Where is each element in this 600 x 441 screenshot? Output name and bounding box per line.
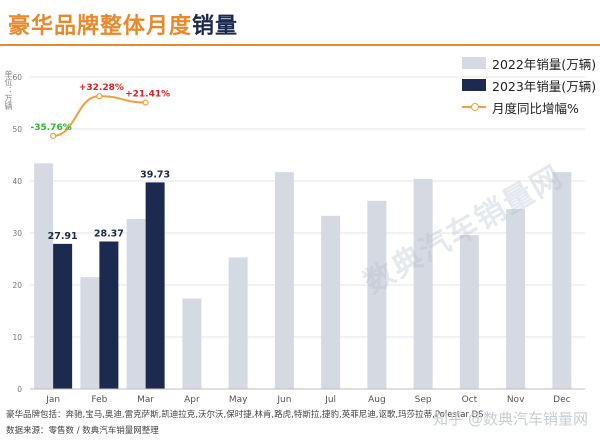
legend: 2022年销量(万辆) 2023年销量(万辆) 月度同比增幅% [462,52,596,118]
y-tick-label: 60 [12,73,22,82]
bar-2022 [80,277,100,389]
x-tick-label: Feb [91,395,107,405]
legend-label-2022: 2022年销量(万辆) [492,56,597,72]
growth-point [142,99,149,106]
legend-swatch-2022 [462,57,486,69]
bar-2022 [367,200,387,389]
growth-label: +21.41% [125,90,170,100]
footer-brands: 豪华品牌包括：奔驰,宝马,奥迪,雷克萨斯,凯迪拉克,沃尔沃,保时捷,林肯,路虎,… [6,410,484,420]
bar-2023-value-label: 27.91 [48,231,78,242]
x-tick-label: Jan [45,395,60,405]
bar-2023-value-label: 39.73 [140,169,170,180]
x-tick-label: Oct [462,395,478,405]
bar-2022 [182,298,202,389]
y-tick-label: 30 [12,229,22,238]
bar-2023 [99,241,119,389]
y-tick-label: 20 [12,281,22,290]
page-title: 豪华品牌整体月度销量 [8,8,238,40]
y-tick-label: 10 [12,333,22,342]
y-tick-label: 40 [12,177,22,186]
title-accent: 销量 [192,14,239,39]
bar-2022 [413,178,433,389]
title-main: 豪华品牌整体月度 [8,14,193,39]
footer-source: 数据来源：零售数 / 数典汽车销量网整理 [6,426,159,436]
bar-2022 [459,235,479,389]
x-tick-label: Nov [507,395,525,405]
bar-2023-value-label: 28.37 [94,228,124,239]
legend-swatch-growth [462,103,486,111]
unit-label: 单位：万辆 [4,70,13,110]
x-tick-label: Apr [184,395,200,405]
bar-2022 [34,163,54,389]
bar-2022 [552,172,572,389]
bar-2023 [145,182,165,389]
y-tick-label: 0 [17,385,22,394]
x-tick-label: May [229,395,248,405]
growth-label: +32.28% [79,83,124,93]
x-tick-label: Dec [553,395,570,405]
x-tick-label: Mar [137,395,154,405]
x-tick-label: Aug [368,395,386,405]
growth-label: -35.76% [31,123,72,133]
watermark-bottom: 知乎 @数典汽车销量网 [433,410,588,428]
bar-2022 [321,215,341,389]
bar-2022 [274,172,294,389]
legend-label-growth: 月度同比增幅% [492,100,579,116]
growth-point [96,93,103,100]
legend-swatch-2023 [462,79,486,91]
x-tick-label: Jul [324,395,336,405]
x-tick-label: Sep [415,395,432,405]
bar-2022 [228,257,248,389]
title-rule [0,44,600,46]
growth-point [50,132,57,139]
legend-item-growth: 月度同比增幅% [462,96,596,118]
y-tick-label: 50 [12,125,22,134]
legend-item-2022: 2022年销量(万辆) [462,52,596,74]
x-tick-label: Jun [276,395,291,405]
legend-label-2023: 2023年销量(万辆) [492,78,597,94]
bar-2022 [506,209,526,389]
bar-2022 [126,218,146,389]
legend-item-2023: 2023年销量(万辆) [462,74,596,96]
bar-2023 [53,243,73,389]
